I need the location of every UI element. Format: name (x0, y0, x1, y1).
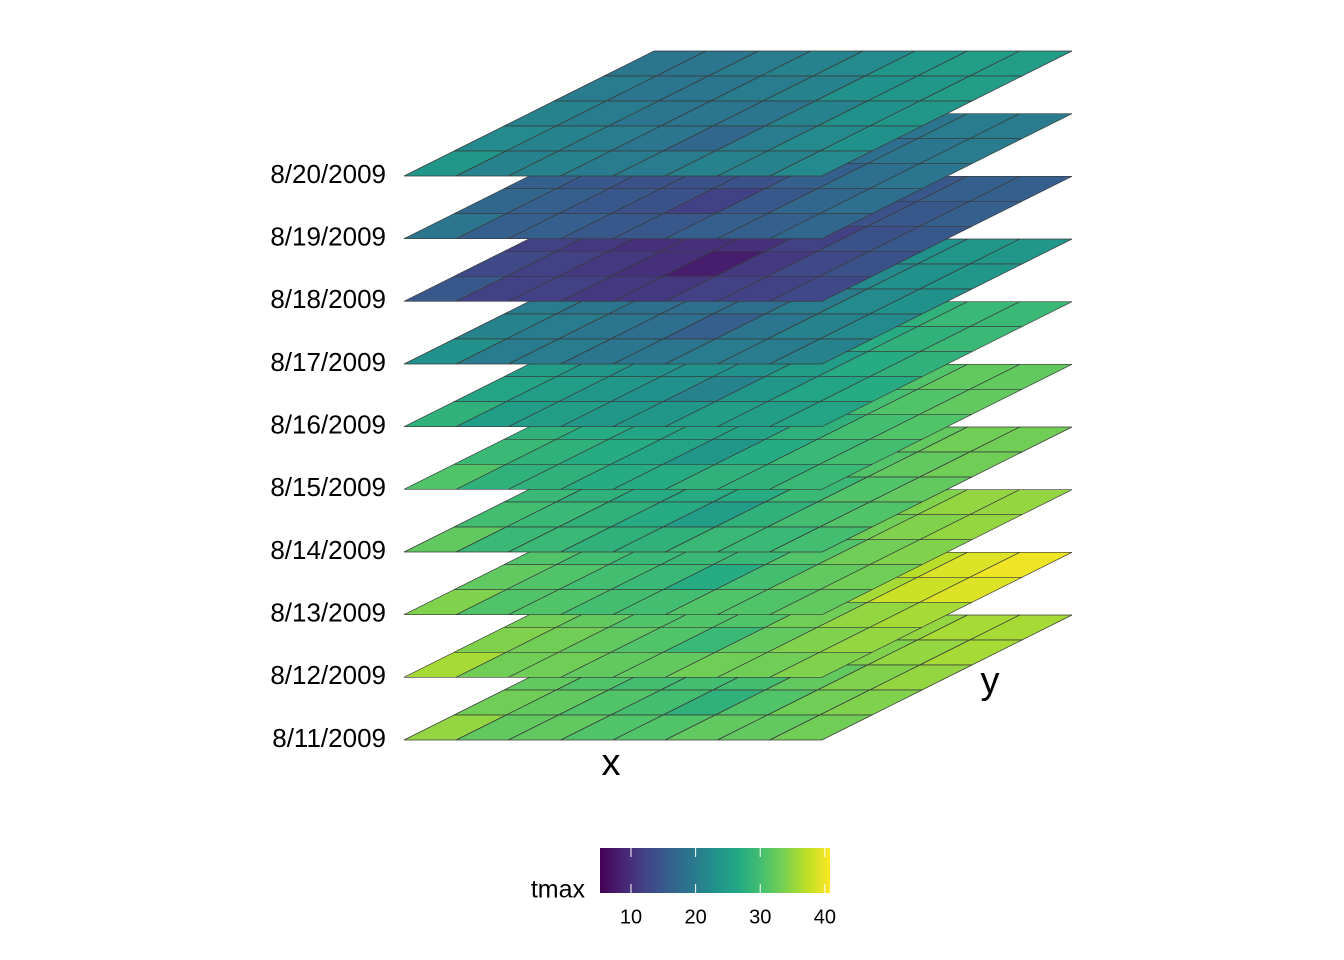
layers: 8/11/2009 8/12/2009 8/13/2009 8/14/2009 8/15… (270, 50, 1073, 753)
raster-cell (769, 526, 873, 553)
raster-cell (769, 213, 873, 240)
legend-title: tmax (531, 876, 586, 904)
raster-cell (769, 463, 873, 490)
raster-cell (769, 401, 873, 428)
layer-label: 8/19/2009 (270, 222, 386, 252)
raster-cell (769, 338, 873, 365)
layer-label: 8/20/2009 (270, 159, 386, 189)
legend: tmax 10 20 30 40 (531, 848, 836, 928)
colorbar-tick-label: 20 (684, 906, 706, 928)
raster-cell (769, 150, 873, 177)
layer-label: 8/11/2009 (272, 723, 386, 753)
colorbar (600, 848, 830, 893)
layer-label: 8/17/2009 (270, 347, 386, 377)
layer-label: 8/12/2009 (270, 660, 386, 690)
layer-label: 8/18/2009 (270, 284, 386, 314)
layer-label: 8/15/2009 (270, 472, 386, 502)
layer-label: 8/13/2009 (270, 598, 386, 628)
raster-cell (769, 275, 873, 302)
raster-cell (769, 589, 873, 616)
layer-label: 8/14/2009 (270, 535, 386, 565)
raster-cell (769, 651, 873, 678)
raster-cell (769, 714, 873, 741)
x-axis-title: x (602, 742, 621, 784)
layer (403, 175, 1073, 302)
colorbar-tick-label: 30 (749, 906, 771, 928)
colorbar-tick-label: 10 (620, 906, 642, 928)
layer-label: 8/16/2009 (270, 410, 386, 440)
colorbar-tick-label: 40 (814, 906, 836, 928)
y-axis-title: y (981, 660, 1000, 702)
layer (403, 50, 1073, 177)
